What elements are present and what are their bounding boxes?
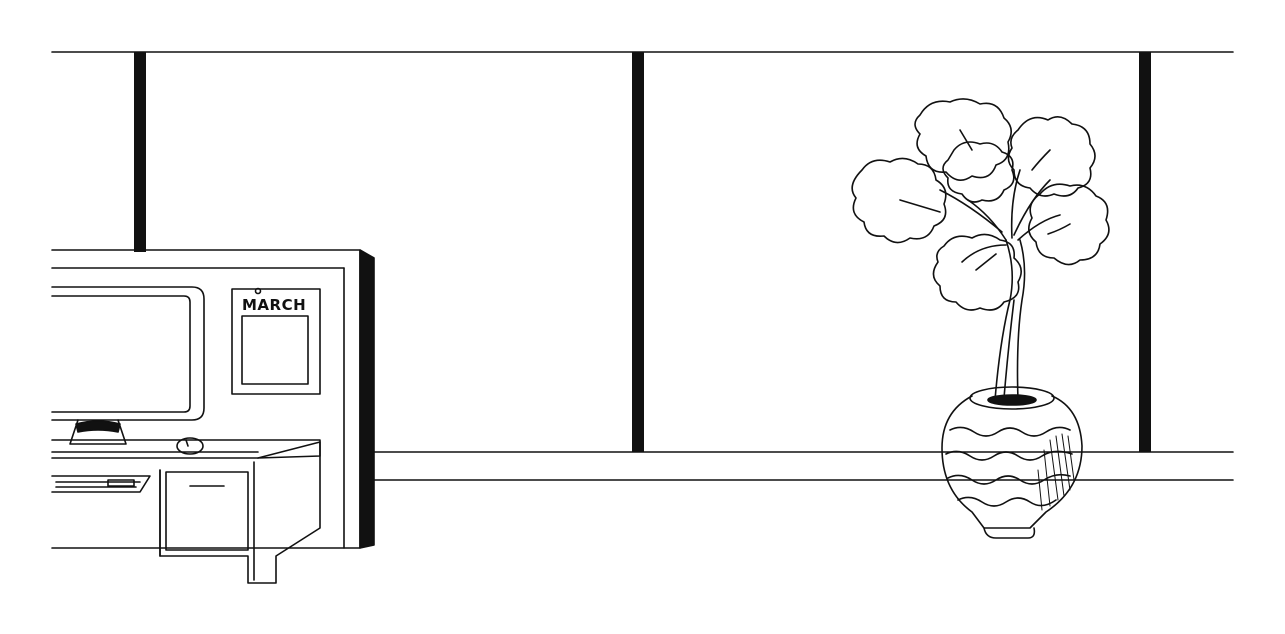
- tree-leaves-top: [914, 98, 1012, 181]
- leaf-vein: [959, 129, 973, 151]
- mouse-body: [176, 437, 204, 455]
- mouse-button-divider: [185, 439, 189, 447]
- pot-hatching: [1037, 433, 1075, 511]
- calendar-pin: [254, 287, 262, 295]
- tree-leaves-left: [851, 157, 947, 244]
- leaf-vein-4: [1047, 223, 1071, 235]
- pot-body: [941, 395, 1083, 529]
- desk-top: [51, 439, 321, 459]
- tree-trunk-3: [1003, 299, 1015, 399]
- window-mullion-3: [1139, 52, 1151, 452]
- tree-leaves-far-right: [1028, 183, 1110, 266]
- calendar-page: [241, 315, 309, 385]
- keyboard: [51, 475, 151, 493]
- computer-monitor: [51, 286, 205, 445]
- tree-leaves-right: [1007, 116, 1096, 197]
- tree-branch-6: [1013, 179, 1051, 236]
- calendar-frame: [231, 288, 321, 395]
- office-desk: [51, 249, 375, 584]
- tree-branch-2: [1010, 169, 1021, 239]
- computer-mouse: [176, 437, 204, 455]
- tree-leaves-center: [942, 141, 1015, 203]
- tree-trunk-2: [1016, 239, 1026, 401]
- pot-rim: [969, 386, 1055, 410]
- tree-trunk: [994, 239, 1014, 401]
- tree-leaves-bottom: [932, 233, 1022, 311]
- desk-partition: [51, 249, 361, 549]
- window-mullion-1: [134, 52, 146, 252]
- wall-calendar: [231, 287, 321, 395]
- pot-wave-1: [949, 426, 1071, 437]
- pot-wave-3: [947, 473, 1071, 485]
- desk-partition-side: [359, 249, 375, 549]
- tree-branch-5: [939, 189, 1003, 233]
- calendar-month-label: MARCH: [242, 296, 306, 314]
- monitor-stand-dark: [75, 420, 121, 433]
- pot-opening: [987, 394, 1037, 406]
- monitor-bezel: [51, 286, 205, 421]
- window-mullion-2: [632, 52, 644, 452]
- pot-wave-4: [957, 496, 1057, 507]
- potted-tree: [851, 98, 1110, 539]
- leaf-vein-2: [1031, 149, 1051, 171]
- leaf-vein-3: [899, 199, 941, 213]
- desk-drawer: [165, 471, 249, 551]
- tree-branch-3: [1017, 214, 1061, 241]
- pot-foot: [983, 527, 1036, 539]
- leaf-vein-5: [975, 253, 997, 271]
- monitor-stand: [69, 419, 127, 445]
- desk-side-panel: [159, 441, 321, 584]
- window-wall: [51, 51, 1234, 481]
- keyboard-key: [107, 479, 135, 487]
- tree-branch: [967, 199, 1007, 241]
- monitor-screen: [51, 295, 191, 413]
- tree-branch-4: [961, 244, 1007, 263]
